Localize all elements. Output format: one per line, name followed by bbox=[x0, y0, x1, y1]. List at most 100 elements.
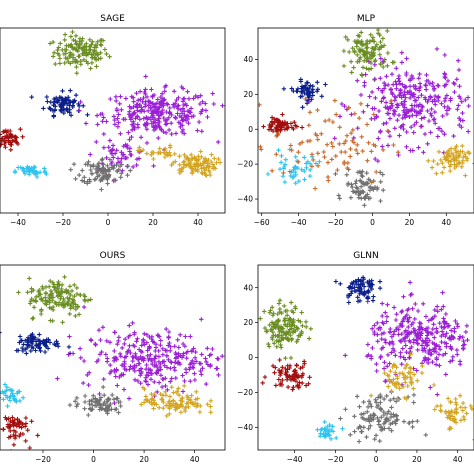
scatter-point bbox=[56, 45, 61, 50]
scatter-point bbox=[272, 341, 277, 346]
scatter-point bbox=[350, 281, 355, 287]
x-tick-label: 20 bbox=[405, 218, 415, 227]
scatter-point bbox=[20, 348, 26, 354]
scatter-point bbox=[150, 114, 156, 120]
scatter-point bbox=[306, 89, 312, 94]
y-tick-label: −20 bbox=[237, 160, 253, 169]
scatter-point bbox=[215, 356, 220, 361]
scatter-point bbox=[181, 117, 186, 123]
scatter-point bbox=[375, 332, 380, 337]
scatter-point bbox=[127, 333, 133, 338]
scatter-point bbox=[61, 298, 67, 304]
scatter-point bbox=[408, 379, 413, 385]
scatter-point bbox=[35, 433, 40, 438]
scatter-point bbox=[11, 423, 16, 428]
scatter-point bbox=[279, 125, 284, 130]
scatter-point bbox=[16, 165, 21, 170]
scatter-point bbox=[284, 308, 290, 313]
scatter-point bbox=[419, 331, 424, 336]
scatter-point bbox=[360, 189, 365, 194]
scatter-point bbox=[195, 401, 200, 406]
scatter-point bbox=[70, 351, 76, 356]
scatter-point bbox=[89, 42, 94, 47]
scatter-point bbox=[104, 399, 109, 405]
scatter-points bbox=[0, 29, 225, 192]
scatter-point bbox=[466, 103, 471, 109]
scatter-point bbox=[416, 145, 421, 150]
scatter-point bbox=[419, 116, 424, 121]
scatter-point bbox=[57, 61, 63, 66]
subplot-sage: SAGE−40 −20 0 20 40 bbox=[0, 14, 226, 227]
scatter-point bbox=[103, 352, 108, 357]
scatter-point bbox=[135, 336, 140, 341]
scatter-point bbox=[288, 143, 293, 148]
scatter-point bbox=[430, 315, 435, 321]
scatter-point bbox=[30, 336, 35, 341]
scatter-point bbox=[370, 345, 375, 351]
scatter-point bbox=[23, 424, 28, 429]
scatter-point bbox=[112, 122, 118, 127]
scatter-point bbox=[193, 158, 199, 163]
scatter-point bbox=[137, 347, 142, 352]
scatter-point bbox=[81, 304, 87, 310]
scatter-point bbox=[184, 401, 189, 406]
scatter-point bbox=[285, 313, 290, 318]
scatter-point bbox=[360, 181, 365, 186]
scatter-point bbox=[348, 131, 354, 136]
scatter-point bbox=[48, 288, 54, 294]
scatter-point bbox=[464, 323, 470, 328]
scatter-point bbox=[330, 424, 335, 429]
scatter-point bbox=[77, 36, 83, 41]
scatter-point bbox=[274, 133, 279, 139]
scatter-point bbox=[293, 154, 298, 159]
scatter-point bbox=[114, 148, 119, 153]
scatter-point bbox=[298, 79, 304, 84]
scatter-point bbox=[282, 303, 287, 309]
scatter-point bbox=[270, 363, 276, 369]
x-tick-label: 20 bbox=[139, 455, 149, 464]
scatter-point bbox=[25, 337, 30, 342]
scatter-point bbox=[377, 52, 382, 57]
scatter-point bbox=[442, 104, 447, 109]
scatter-point bbox=[457, 393, 463, 398]
scatter-point bbox=[0, 136, 5, 141]
x-tick-label: 40 bbox=[442, 218, 452, 227]
scatter-point bbox=[18, 338, 24, 344]
scatter-point bbox=[349, 112, 354, 117]
scatter-point bbox=[188, 106, 194, 111]
scatter-point bbox=[78, 99, 83, 105]
scatter-point bbox=[350, 46, 355, 51]
scatter-point bbox=[150, 110, 155, 116]
scatter-point bbox=[3, 145, 8, 150]
scatter-point bbox=[279, 368, 284, 374]
scatter-point bbox=[76, 312, 82, 317]
scatter-point bbox=[12, 436, 18, 441]
scatter-point bbox=[268, 308, 273, 313]
scatter-point bbox=[342, 159, 347, 165]
scatter-point bbox=[106, 175, 111, 180]
scatter-point bbox=[57, 56, 63, 61]
scatter-point bbox=[431, 382, 437, 388]
scatter-point bbox=[8, 434, 13, 439]
scatter-point bbox=[132, 368, 137, 374]
scatter-point bbox=[409, 103, 414, 108]
scatter-point bbox=[408, 370, 414, 375]
scatter-point bbox=[419, 124, 424, 129]
scatter-point bbox=[373, 44, 378, 49]
scatter-point bbox=[131, 355, 136, 360]
scatter-point bbox=[293, 181, 298, 186]
scatter-point bbox=[441, 332, 446, 337]
scatter-point bbox=[394, 365, 399, 370]
scatter-point bbox=[208, 364, 213, 369]
scatter-point bbox=[112, 330, 117, 335]
scatter-point bbox=[104, 155, 109, 160]
scatter-point bbox=[371, 112, 376, 117]
scatter-point bbox=[391, 377, 396, 382]
scatter-point bbox=[307, 375, 312, 380]
scatter-point bbox=[59, 289, 64, 294]
scatter-point bbox=[158, 392, 163, 397]
scatter-point bbox=[372, 185, 378, 190]
scatter-point bbox=[29, 344, 34, 350]
scatter-point bbox=[378, 56, 383, 61]
scatter-point bbox=[190, 171, 195, 176]
